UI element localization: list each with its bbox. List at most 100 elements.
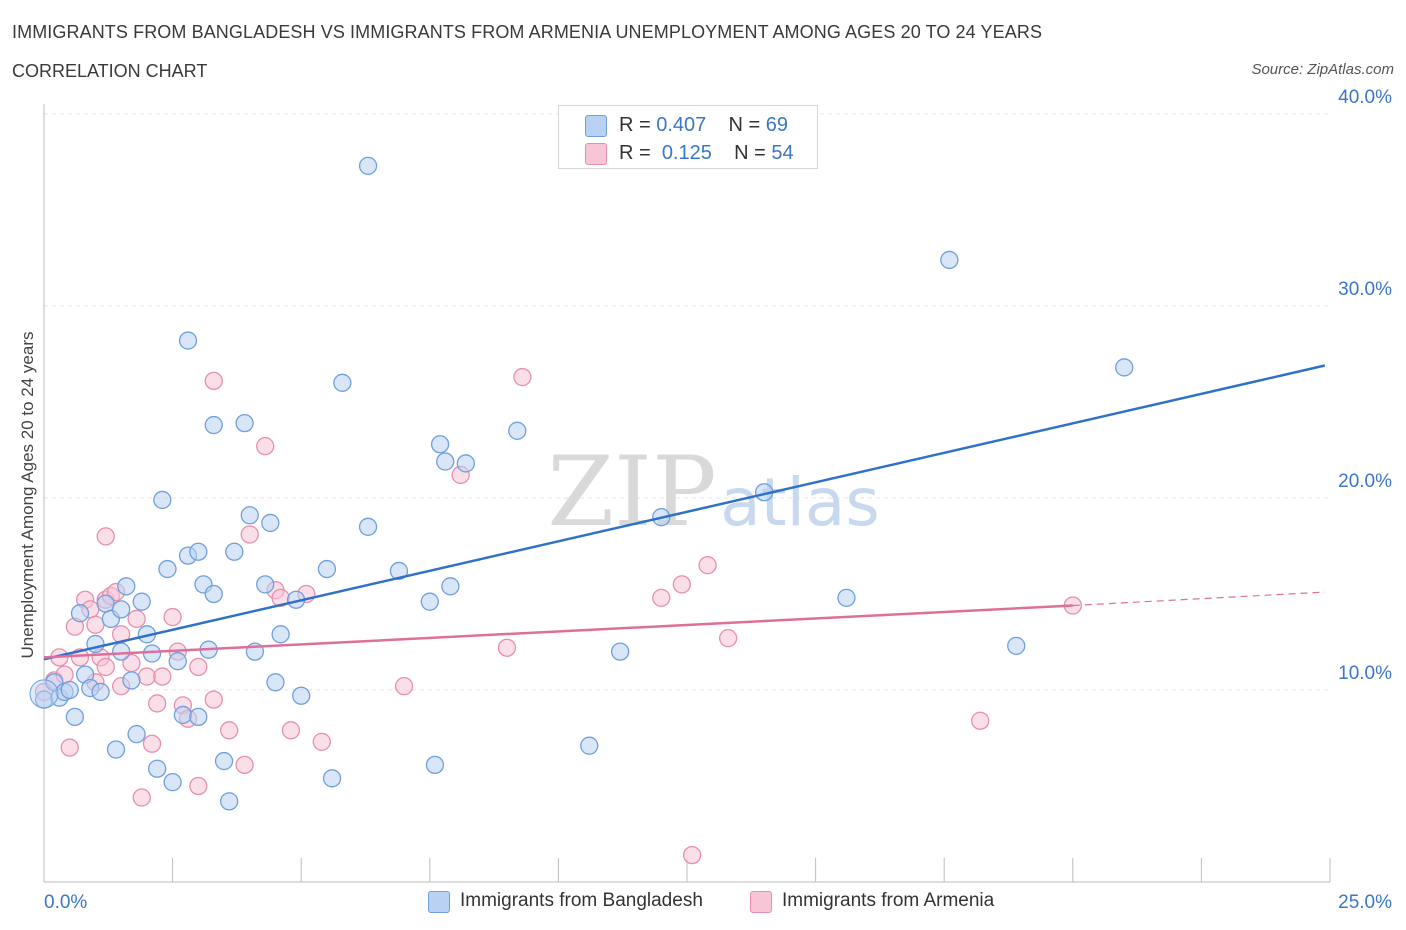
- bangladesh-point: [358, 517, 378, 536]
- bangladesh-swatch: [585, 115, 607, 137]
- legend-label: Immigrants from Armenia: [782, 890, 995, 911]
- bangladesh-swatch: [428, 891, 450, 913]
- bangladesh-point: [333, 373, 352, 392]
- armenia-swatch: [750, 891, 772, 913]
- axis-layer: [43, 104, 1331, 883]
- armenia-point: [312, 732, 331, 751]
- trend-layer: [43, 364, 1326, 661]
- armenia-point: [497, 638, 517, 657]
- armenia-point: [153, 667, 172, 686]
- bangladesh-point: [153, 490, 172, 510]
- n-value: 69: [765, 114, 789, 136]
- bangladesh-point: [142, 644, 162, 663]
- bangladesh-point: [117, 577, 136, 596]
- watermark: ZIP atlas: [547, 436, 879, 548]
- bangladesh-point: [389, 561, 409, 581]
- armenia-point: [148, 694, 167, 713]
- n-label: N =: [734, 142, 772, 164]
- armenia-point: [96, 657, 115, 677]
- bangladesh-point: [261, 513, 280, 533]
- points-layer: [29, 156, 1134, 865]
- x-tick-label: 0.0%: [44, 892, 87, 913]
- armenia-point: [142, 734, 162, 753]
- bangladesh-point: [508, 421, 527, 440]
- armenia-point: [971, 711, 990, 730]
- bangladesh-point: [106, 740, 126, 759]
- n-value: 54: [771, 142, 794, 164]
- bangladesh-point: [580, 736, 599, 755]
- correlation-legend: R = 0.407 N = 69 R = 0.125 N = 54: [558, 105, 818, 169]
- armenia-point: [256, 437, 275, 456]
- bangladesh-point: [65, 707, 85, 727]
- armenia-point: [281, 721, 301, 740]
- armenia-point: [240, 525, 259, 544]
- bangladesh-point: [256, 575, 275, 594]
- armenia-point: [513, 367, 532, 387]
- bangladesh-point: [178, 331, 198, 350]
- bangladesh-point: [292, 686, 311, 705]
- bangladesh-point: [158, 559, 177, 579]
- y-tick-label: 10.0%: [1338, 663, 1392, 684]
- bangladesh-point: [436, 452, 455, 471]
- bangladesh-cluster-point: [29, 679, 59, 709]
- bangladesh-point: [456, 454, 475, 473]
- bangladesh-point: [60, 680, 79, 700]
- armenia-point: [652, 588, 671, 607]
- armenia-point: [86, 615, 105, 634]
- bangladesh-point: [214, 751, 234, 771]
- r-value: 0.125: [661, 142, 712, 164]
- bangladesh-point: [91, 682, 110, 702]
- bangladesh-point: [127, 725, 146, 744]
- x-tick-label: 25.0%: [1338, 892, 1392, 913]
- armenia-point: [127, 609, 146, 629]
- r-value: 0.407: [656, 114, 707, 136]
- bangladesh-point: [430, 435, 450, 454]
- y-tick-label: 40.0%: [1338, 87, 1392, 108]
- bangladesh-point: [189, 707, 208, 727]
- bangladesh-point: [148, 759, 167, 778]
- armenia-point: [698, 556, 717, 575]
- bangladesh-point: [70, 604, 90, 623]
- source-label: Source: ZipAtlas.com: [1251, 61, 1394, 78]
- bangladesh-point: [112, 600, 131, 619]
- armenia-point: [235, 755, 254, 775]
- chart-title: IMMIGRANTS FROM BANGLADESH VS IMMIGRANTS…: [12, 22, 1043, 42]
- armenia-point: [672, 575, 692, 594]
- armenia-point: [137, 667, 157, 686]
- tick-label-layer: 10.0% 20.0% 30.0% 40.0% 0.0% 25.0%: [44, 87, 1392, 913]
- chart-subtitle: CORRELATION CHART: [12, 61, 208, 81]
- bangladesh-point: [189, 542, 208, 561]
- bangladesh-point: [204, 584, 223, 604]
- armenia-point: [189, 657, 208, 677]
- armenia-point: [96, 527, 115, 546]
- armenia-point: [719, 629, 738, 648]
- y-tick-label: 20.0%: [1338, 471, 1392, 492]
- armenia-point: [394, 677, 414, 696]
- r-label: R =: [619, 114, 657, 136]
- bangladesh-point: [266, 673, 285, 692]
- legend-label: Immigrants from Bangladesh: [460, 890, 703, 911]
- bangladesh-point: [1007, 636, 1026, 655]
- bangladesh-point: [322, 769, 342, 788]
- armenia-point: [132, 788, 151, 807]
- bangladesh-point: [173, 705, 193, 725]
- armenia-point: [204, 690, 223, 709]
- bangladesh-point: [317, 559, 337, 579]
- n-label: N =: [728, 114, 766, 136]
- bangladesh-point: [1115, 358, 1134, 377]
- armenia-trend-extension: [1072, 591, 1325, 607]
- armenia-point: [163, 607, 182, 627]
- bangladesh-point: [204, 415, 223, 435]
- bangladesh-point: [610, 642, 630, 661]
- r-label: R =: [619, 142, 657, 164]
- legend-row-text: R = 0.407 N = 69: [619, 114, 788, 137]
- bangladesh-point: [837, 588, 856, 607]
- armenia-point: [220, 721, 239, 740]
- bangladesh-point: [168, 652, 187, 671]
- bangladesh-point: [220, 792, 239, 811]
- bangladesh-point: [358, 156, 378, 175]
- bangladesh-point: [122, 671, 141, 690]
- bangladesh-point: [271, 625, 290, 644]
- bangladesh-point: [420, 592, 439, 611]
- bangladesh-point: [425, 755, 445, 775]
